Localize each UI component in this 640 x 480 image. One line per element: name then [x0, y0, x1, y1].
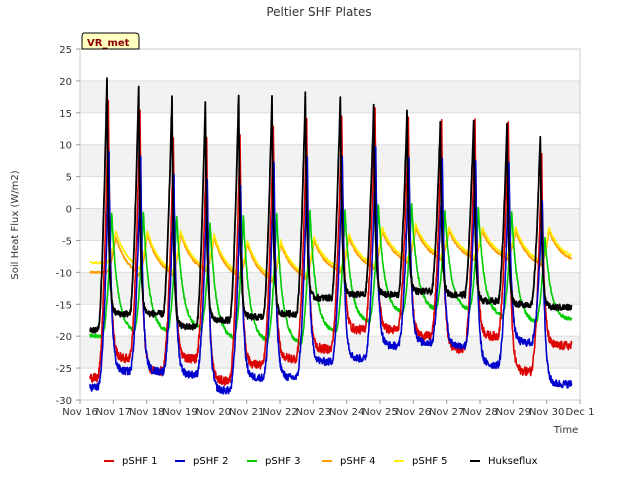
series-line-pshf-1	[89, 99, 573, 386]
x-tick-label: Nov 21	[229, 407, 264, 418]
y-tick-label: -15	[56, 300, 72, 311]
y-tick-label: 10	[59, 141, 72, 152]
legend-label: pSHF 1	[122, 456, 158, 467]
series-lines	[89, 77, 573, 395]
plot-band	[80, 80, 580, 113]
legend-label: pSHF 2	[193, 456, 229, 467]
legend-item: Hukseflux	[470, 456, 538, 467]
plot-band	[80, 208, 580, 241]
x-tick-label: Nov 23	[296, 407, 331, 418]
legend: pSHF 1 pSHF 2 pSHF 3 pSHF 4 pSHF 5 Hukseflux	[104, 456, 538, 467]
x-tick-label: Nov 18	[129, 407, 164, 418]
x-tick-label: Nov 29	[496, 407, 531, 418]
plot-bands	[80, 80, 580, 369]
station-badge-label: VR_met	[87, 38, 130, 49]
x-tick-label: Nov 19	[162, 407, 197, 418]
y-tick-label: 0	[66, 205, 72, 216]
y-axis-ticks: 25 20 15 10 5 0 -5 -10 -15 -20 -25 -30	[56, 45, 80, 407]
x-tick-label: Nov 17	[96, 407, 131, 418]
legend-item: pSHF 2	[175, 456, 229, 467]
x-tick-label: Nov 28	[462, 407, 497, 418]
station-badge: VR_met	[81, 32, 140, 50]
y-tick-label: 15	[59, 109, 72, 120]
y-tick-label: 25	[59, 45, 72, 56]
x-tick-label: Nov 27	[429, 407, 464, 418]
x-tick-label: Nov 30	[529, 407, 564, 418]
x-tick-label: Nov 25	[362, 407, 397, 418]
y-tick-label: -30	[56, 396, 72, 407]
series-line-pshf-3	[89, 203, 573, 347]
legend-item: pSHF 3	[247, 456, 301, 467]
x-tick-label: Nov 20	[196, 407, 231, 418]
series-line-hukseflux	[89, 77, 573, 334]
y-tick-label: -25	[56, 364, 72, 375]
x-tick-label: Nov 26	[396, 407, 431, 418]
legend-label: pSHF 5	[412, 456, 448, 467]
x-tick-label: Nov 16	[62, 407, 97, 418]
legend-item: pSHF 1	[104, 456, 158, 467]
x-tick-label: Dec 1	[566, 407, 595, 418]
y-tick-label: -20	[56, 332, 72, 343]
legend-item: pSHF 4	[322, 456, 376, 467]
plot-band	[80, 144, 580, 177]
plot-frame	[79, 48, 581, 401]
y-tick-label: 20	[59, 77, 72, 88]
y-tick-label: 5	[66, 173, 72, 184]
chart-title: Peltier SHF Plates	[266, 5, 371, 19]
legend-label: pSHF 3	[265, 456, 301, 467]
legend-label: pSHF 4	[340, 456, 376, 467]
x-tick-label: Nov 24	[329, 407, 364, 418]
legend-label: Hukseflux	[488, 456, 538, 467]
x-axis-title: Time	[553, 425, 578, 436]
station-badge-box	[81, 32, 140, 50]
y-tick-label: -5	[62, 236, 72, 247]
x-tick-label: Nov 22	[262, 407, 297, 418]
legend-item: pSHF 5	[394, 456, 448, 467]
series-line-pshf-2	[89, 146, 573, 395]
y-axis-title: Soil Heat Flux (W/m2)	[10, 170, 21, 279]
y-tick-label: -10	[56, 268, 72, 279]
